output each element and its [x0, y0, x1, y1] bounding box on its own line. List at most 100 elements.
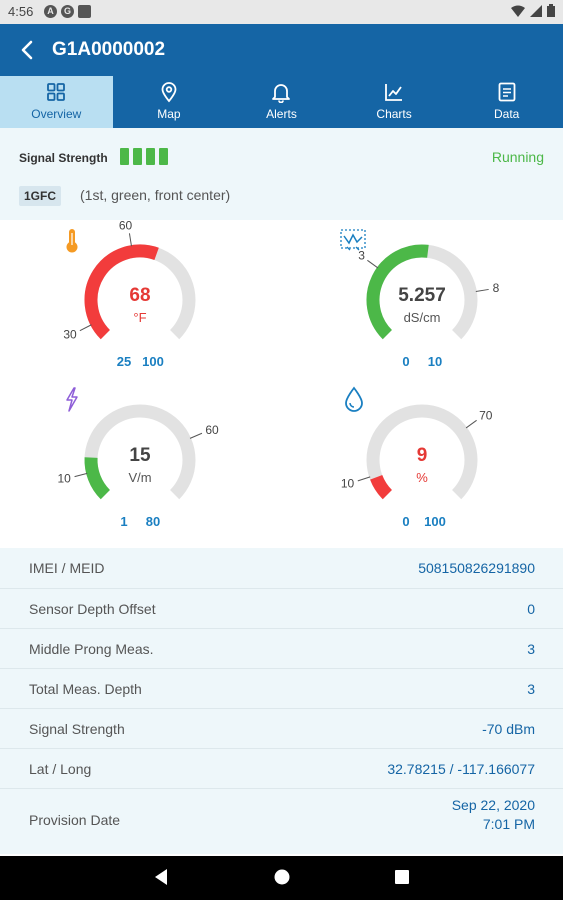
lightning-icon	[66, 387, 78, 412]
tab-label: Data	[493, 107, 520, 121]
gauge-value: 5.257	[398, 285, 446, 306]
tab-label: Map	[157, 107, 181, 121]
detail-key: Lat / Long	[29, 761, 92, 777]
tab-data[interactable]: Data	[450, 76, 563, 128]
threshold-low-label: 10	[341, 476, 355, 490]
tab-map[interactable]: Map	[113, 76, 226, 128]
threshold-low-tick	[367, 259, 379, 269]
gauge-min: 0	[402, 354, 409, 369]
signal-strength-label: Signal Strength	[19, 151, 108, 165]
gauge-unit: dS/cm	[404, 310, 441, 325]
gauge-value: 15	[129, 445, 151, 466]
detail-value: Sep 22, 2020 7:01 PM	[452, 796, 535, 834]
device-state: Running	[491, 149, 544, 165]
status-bar: 4:56 A G	[0, 0, 563, 24]
detail-value: 3	[527, 641, 535, 657]
threshold-low-label: 10	[57, 472, 71, 486]
detail-key: Middle Prong Meas.	[29, 641, 154, 657]
threshold-high-tick	[128, 233, 132, 247]
tab-charts[interactable]: Charts	[338, 76, 451, 128]
detail-row: Sensor Depth Offset 0	[0, 588, 563, 628]
system-nav-bar	[0, 856, 563, 900]
tab-label: Alerts	[266, 107, 297, 121]
gauge-unit: %	[416, 470, 428, 485]
threshold-low-label: 30	[63, 327, 77, 341]
provision-date: Sep 22, 2020	[451, 797, 535, 813]
detail-row: Lat / Long 32.78215 / -117.166077	[0, 748, 563, 788]
detail-key: Signal Strength	[29, 721, 125, 737]
document-icon	[498, 82, 516, 102]
threshold-high-tick	[465, 419, 477, 429]
threshold-low-tick	[74, 472, 88, 478]
detail-row: Total Meas. Depth 3	[0, 668, 563, 708]
tab-bar: Overview Map Alerts Charts Data	[0, 76, 563, 128]
signal-bar	[133, 148, 142, 165]
detail-value: 508150826291890	[418, 560, 535, 576]
gauge-max: 100	[142, 354, 164, 369]
sensor-code-description: (1st, green, front center)	[80, 187, 231, 203]
details-table: IMEI / MEID 508150826291890 Sensor Depth…	[0, 548, 563, 854]
gauge-value: 68	[129, 285, 150, 306]
threshold-low-tick	[79, 324, 92, 332]
threshold-high-tick	[475, 288, 489, 292]
detail-value: -70 dBm	[482, 721, 535, 737]
gauge-max: 100	[424, 514, 446, 529]
status-time: 4:56	[8, 4, 34, 19]
back-arrow-icon[interactable]	[14, 36, 42, 64]
detail-value: 32.78215 / -117.166077	[387, 761, 535, 777]
signal-bar	[120, 148, 129, 165]
threshold-low-label: 3	[358, 249, 365, 263]
gauge-unit: V/m	[128, 470, 151, 485]
battery-icon	[547, 4, 555, 17]
tab-alerts[interactable]: Alerts	[225, 76, 338, 128]
detail-value: 3	[527, 681, 535, 697]
detail-row: Provision Date Sep 22, 2020 7:01 PM	[0, 788, 563, 852]
detail-row: IMEI / MEID 508150826291890	[0, 548, 563, 588]
threshold-high-label: 60	[205, 423, 219, 437]
gauge-max: 10	[428, 354, 442, 369]
gauge-layer: 30 60 68 °F 25 100 3 8 5.257 dS/cm 0 10 10 60 15 V/m 1 80…	[57, 218, 500, 529]
threshold-high-tick	[189, 432, 203, 439]
wifi-icon	[511, 5, 525, 17]
nav-home-icon[interactable]	[273, 868, 291, 886]
nav-back-icon[interactable]	[153, 868, 169, 886]
gauge-min: 1	[120, 514, 127, 529]
gauge-min: 25	[117, 354, 131, 369]
tab-overview[interactable]: Overview	[0, 76, 113, 128]
threshold-high-label: 60	[119, 220, 133, 232]
gauge-fill	[84, 244, 159, 340]
line-chart-icon	[385, 84, 403, 101]
map-pin-icon	[161, 82, 177, 103]
cell-signal-icon	[530, 4, 542, 17]
gauge-fill	[370, 474, 393, 500]
gauge-track	[366, 404, 478, 500]
signal-bars	[120, 148, 168, 165]
conductivity-icon	[340, 229, 366, 251]
water-drop-icon	[345, 386, 363, 412]
provision-time: 7:01 PM	[482, 816, 535, 832]
sensor-code-badge: 1GFC	[19, 186, 62, 206]
threshold-high-label: 70	[479, 409, 493, 423]
nav-recents-icon[interactable]	[394, 869, 410, 885]
signal-bar	[146, 148, 155, 165]
detail-key: Provision Date	[29, 812, 121, 828]
threshold-low-tick	[357, 476, 371, 482]
thermometer-icon	[66, 229, 78, 253]
notification-a-icon: A	[44, 5, 57, 18]
notification-g-icon: G	[61, 5, 74, 18]
gauges-panel: 30 60 68 °F 25 100 3 8 5.257 dS/cm 0 10 10 60 15 V/m 1 80…	[0, 218, 563, 548]
system-icons	[511, 4, 555, 17]
detail-row: Middle Prong Meas. 3	[0, 628, 563, 668]
gauge-max: 80	[146, 514, 160, 529]
gauge-unit: °F	[133, 310, 146, 325]
notification-icons: A G	[44, 5, 91, 18]
gauge-value: 9	[417, 445, 428, 466]
detail-row: Signal Strength -70 dBm	[0, 708, 563, 748]
bell-icon	[272, 84, 291, 103]
signal-bar	[159, 148, 168, 165]
detail-value: 0	[527, 601, 535, 617]
gauges-svg: 30 60 68 °F 25 100 3 8 5.257 dS/cm 0 10 10 60 15 V/m 1 80…	[57, 218, 500, 529]
gauge-fill	[84, 457, 111, 500]
app-bar: G1A0000002	[0, 24, 563, 76]
threshold-high-label: 8	[493, 281, 500, 295]
